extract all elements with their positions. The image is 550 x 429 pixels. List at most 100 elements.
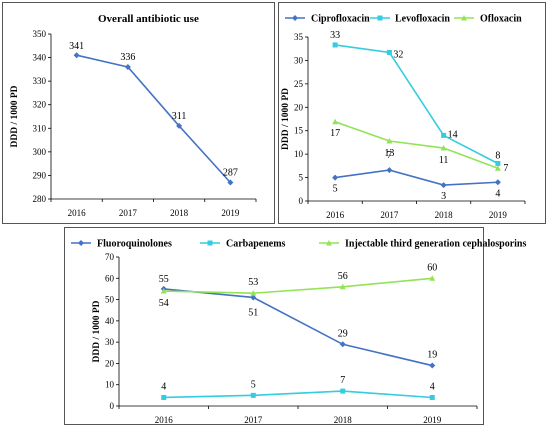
data-point (386, 49, 392, 55)
x-tick-label: 2017 (119, 208, 138, 218)
data-point (73, 52, 80, 59)
y-tick-label: 330 (33, 76, 47, 86)
y-tick-label: 320 (33, 100, 47, 110)
chart-panel-overall-use: 280 290 300 310 320 330 340 350 2016 2017 2018 2019… (2, 2, 275, 224)
series-line (334, 121, 499, 169)
y-tick-label: 0 (299, 196, 304, 206)
data-label: 341 (69, 41, 84, 52)
data-point (332, 42, 338, 48)
data-label: 54 (159, 298, 169, 309)
data-point (441, 132, 447, 138)
y-tick-label: 15 (294, 126, 304, 136)
x-tick-label: 2018 (334, 415, 353, 425)
data-point (250, 290, 257, 296)
x-tick-label: 2018 (170, 208, 189, 218)
data-point (339, 283, 346, 290)
data-point (494, 179, 501, 186)
data-label: 7 (340, 375, 345, 386)
y-tick-label: 350 (33, 29, 47, 39)
data-label: 4 (161, 381, 166, 392)
data-label: 53 (248, 277, 258, 288)
data-point (386, 167, 393, 174)
data-point (440, 182, 447, 189)
y-tick-label: 300 (33, 147, 47, 157)
data-point (440, 145, 447, 151)
data-label: 29 (338, 328, 348, 339)
x-tick-label: 2019 (221, 208, 240, 218)
data-point (176, 122, 183, 129)
y-tick-label: 290 (33, 170, 47, 180)
data-label: 19 (427, 350, 437, 361)
data-point (161, 394, 167, 400)
y-axis-title: DDD / 1000 PD (92, 300, 102, 362)
legend-label: Injectable third generation cephalospori… (345, 239, 526, 250)
legend-label: Ciprofloxacin (311, 14, 370, 25)
chart-antibiotic-classes: 0 10 20 30 40 50 60 70 2016 2017 2018 2019 DDD / 100… (71, 239, 526, 425)
y-tick-label: 20 (294, 102, 304, 112)
y-tick-label: 35 (294, 32, 304, 42)
series-line (163, 277, 433, 294)
y-tick-label: 25 (294, 79, 304, 89)
data-label: 17 (330, 128, 340, 139)
series-2 (160, 275, 436, 296)
series-1 (161, 388, 435, 400)
chart-overall-use: 280 290 300 310 320 330 340 350 2016 2017 2018 2019… (10, 13, 257, 218)
legend-marker (292, 15, 298, 21)
series-2 (332, 118, 501, 171)
y-tick-label: 30 (294, 55, 304, 65)
data-point (339, 341, 346, 348)
series-line (163, 390, 433, 399)
data-label: 7 (387, 150, 392, 161)
data-point (495, 161, 501, 167)
x-tick-label: 2019 (423, 415, 442, 425)
data-label: 11 (439, 155, 449, 166)
chart-title: Overall antibiotic use (98, 13, 199, 25)
series-line (335, 169, 498, 186)
x-tick-label: 2017 (244, 415, 263, 425)
series-line (335, 44, 499, 165)
y-tick-label: 10 (105, 380, 115, 390)
data-label: 8 (495, 151, 500, 162)
series-1 (332, 42, 501, 167)
x-tick-label: 2016 (155, 415, 174, 425)
chart-panel-fluoroquinolone-agents: 0 5 10 15 20 25 30 35 2016 2017 2018 2019 DDD / 1000… (278, 2, 546, 224)
data-point (124, 64, 131, 70)
legend-label: Fluoroquinolones (97, 239, 172, 250)
data-point (429, 394, 435, 400)
y-tick-label: 20 (105, 358, 115, 368)
y-tick-label: 10 (294, 149, 304, 159)
legend-label: Ofloxacin (480, 14, 522, 25)
x-tick-label: 2016 (68, 208, 87, 218)
y-axis-title: DDD / 1000 PD (281, 88, 291, 150)
data-label: 5 (251, 379, 256, 390)
legend-marker (461, 15, 467, 21)
y-tick-label: 40 (105, 316, 115, 326)
y-tick-label: 280 (33, 194, 47, 204)
data-label: 336 (120, 52, 135, 63)
data-label: 13 (384, 148, 394, 159)
series-line (76, 54, 231, 184)
x-tick-label: 2016 (326, 210, 345, 220)
y-tick-label: 30 (105, 337, 115, 347)
data-point (494, 165, 501, 171)
data-point (332, 174, 339, 181)
data-label: 4 (430, 381, 435, 392)
data-label: 7 (503, 163, 508, 174)
data-point (429, 362, 436, 369)
data-point (250, 294, 257, 301)
series-0 (160, 285, 436, 369)
data-label: 56 (338, 271, 348, 282)
data-label: 3 (441, 191, 446, 202)
x-tick-label: 2017 (380, 210, 399, 220)
data-label: 33 (330, 30, 340, 41)
y-tick-label: 340 (33, 53, 47, 63)
y-axis-title: DDD / 1000 PD (10, 85, 20, 147)
data-label: 51 (248, 307, 258, 318)
data-point (386, 138, 393, 144)
legend-marker (78, 240, 84, 246)
data-point (429, 275, 436, 281)
data-point (250, 392, 256, 398)
x-tick-label: 2019 (489, 210, 508, 220)
legend-marker (326, 240, 332, 246)
